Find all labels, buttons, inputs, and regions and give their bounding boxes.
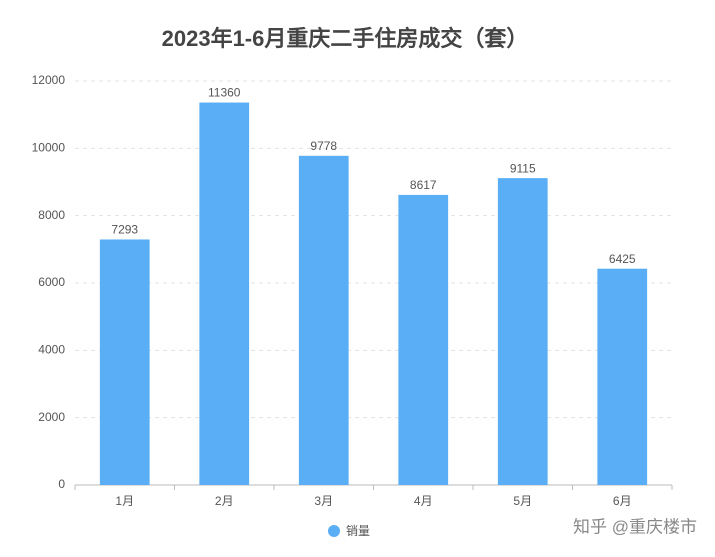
- bar: [597, 268, 648, 485]
- x-tick-label: 6月: [613, 494, 632, 508]
- bar: [298, 155, 349, 486]
- y-tick-label: 0: [58, 477, 65, 491]
- y-tick-label: 2000: [38, 410, 65, 424]
- watermark: 知乎 @重庆楼市: [573, 517, 697, 536]
- x-tick-label: 1月: [115, 494, 134, 508]
- legend-label: 销量: [346, 524, 370, 538]
- chart-title: 2023年1-6月重庆二手住房成交（套）: [162, 26, 529, 51]
- data-label: 8617: [410, 178, 437, 192]
- x-tick-label: 3月: [314, 494, 333, 508]
- y-tick-label: 10000: [32, 141, 66, 155]
- data-label: 7293: [111, 223, 138, 237]
- y-tick-label: 8000: [38, 208, 65, 222]
- data-label: 6425: [609, 252, 636, 266]
- y-tick-label: 4000: [38, 343, 65, 357]
- y-tick-label: 6000: [38, 275, 65, 289]
- y-tick-label: 12000: [32, 73, 66, 87]
- x-tick-label: 2月: [215, 494, 234, 508]
- x-tick-label: 4月: [414, 494, 433, 508]
- bar: [99, 239, 150, 485]
- bar: [497, 178, 548, 485]
- data-label: 11360: [208, 86, 241, 100]
- data-label: 9778: [310, 139, 337, 153]
- x-tick-label: 5月: [513, 494, 532, 508]
- legend-marker: [328, 525, 340, 537]
- bar: [398, 194, 449, 485]
- data-label: 9115: [510, 161, 536, 175]
- bar: [199, 102, 250, 486]
